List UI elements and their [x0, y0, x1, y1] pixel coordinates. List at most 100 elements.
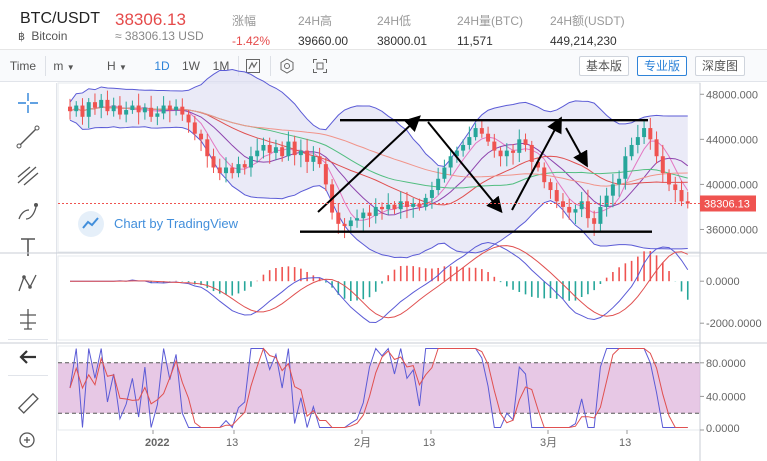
stat-high: 24H高 39660.00 — [298, 12, 348, 48]
candle-body — [548, 182, 553, 191]
candle-body — [311, 156, 316, 162]
indicator-icon[interactable] — [243, 56, 263, 76]
stat-turnover: 24H额(USDT) 449,214,230 — [550, 12, 625, 48]
candle-body — [498, 150, 503, 157]
time-button[interactable]: Time — [9, 59, 37, 73]
brush-icon[interactable] — [14, 197, 42, 225]
pitchfork-icon[interactable] — [14, 161, 42, 189]
candle-body — [286, 141, 291, 157]
view-basic[interactable]: 基本版 — [579, 56, 630, 76]
measure-icon[interactable] — [14, 305, 42, 333]
interval-1d[interactable]: 1D — [154, 59, 170, 73]
symbol-title[interactable]: BTC/USDT — [20, 10, 100, 27]
candle-body — [242, 164, 247, 168]
candle-body — [411, 203, 416, 207]
candle-body — [523, 139, 528, 145]
candle-body — [380, 206, 384, 210]
pattern-icon[interactable] — [14, 269, 42, 297]
candle-body — [592, 218, 597, 224]
candle-body — [404, 201, 409, 207]
chevron-down-icon: ▼ — [66, 63, 75, 72]
candle-body — [479, 128, 484, 134]
stoch-tick-label: 0.0000 — [706, 423, 740, 435]
candle-body — [373, 206, 378, 216]
candle-body — [610, 184, 615, 196]
bollinger-upper — [69, 68, 688, 168]
interval-1m[interactable]: 1M — [212, 59, 230, 73]
last-price-tag — [700, 195, 756, 212]
time-tick-label: 13 — [619, 437, 631, 449]
stat-label: 24H高 — [298, 14, 333, 28]
screenshot-icon[interactable] — [310, 56, 330, 76]
candle-body — [429, 190, 434, 198]
approx-usd: ≈ 38306.13 USD — [115, 29, 204, 43]
settings-icon[interactable] — [277, 56, 297, 76]
hour-dropdown[interactable]: H ▼ — [104, 56, 130, 76]
stat-value: -1.42% — [232, 34, 271, 48]
candle-body — [298, 150, 303, 156]
candle-body — [448, 156, 453, 168]
candle-body — [486, 133, 491, 142]
stoch-tick-label: 80.0000 — [706, 358, 746, 370]
candle-body — [155, 113, 160, 117]
stat-label: 24H低 — [377, 14, 412, 28]
bollinger-bands — [69, 68, 688, 259]
candle-body — [554, 190, 559, 202]
candle-body — [255, 150, 260, 157]
candle-body — [579, 201, 584, 210]
pattern-drawings — [300, 115, 652, 233]
interval-1w[interactable]: 1W — [182, 59, 200, 73]
candle-body — [205, 139, 210, 157]
view-pro[interactable]: 专业版 — [637, 56, 688, 76]
candle-body — [367, 212, 372, 216]
zoom-icon[interactable] — [14, 427, 42, 455]
stoch-rsi-panel — [58, 347, 700, 429]
stat-volume: 24H量(BTC) 11,571 — [457, 12, 523, 48]
price-tick-label: 48000.000 — [706, 89, 758, 101]
view-depth[interactable]: 深度图 — [695, 56, 746, 76]
candle-body — [585, 201, 590, 219]
watermark: Chart by TradingView — [74, 207, 264, 241]
candle-body — [317, 156, 322, 165]
candle-body — [629, 144, 634, 157]
candle-body — [230, 167, 235, 174]
candle-body — [604, 195, 609, 207]
stat-label: 涨幅 — [232, 14, 257, 28]
hour-label: H — [107, 59, 116, 73]
macd-panel — [70, 242, 689, 324]
candle-body — [473, 128, 478, 138]
trend-arrow — [565, 127, 588, 168]
crosshair-icon[interactable] — [14, 89, 42, 117]
price-tick-label: 36000.000 — [706, 224, 758, 236]
candle-body — [105, 99, 110, 112]
minute-dropdown[interactable]: m ▼ — [52, 56, 76, 76]
bitcoin-icon: ฿ — [18, 31, 25, 43]
candle-body — [648, 128, 653, 140]
last-price: 38306.13 — [115, 10, 186, 29]
candle-body — [199, 133, 204, 140]
drawing-toolbar — [0, 83, 57, 461]
tradingview-logo-icon — [78, 211, 104, 237]
ruler-icon[interactable] — [14, 389, 42, 417]
candle-body — [186, 114, 191, 123]
toolbar-divider — [238, 56, 239, 76]
candle-body — [654, 139, 659, 157]
time-tick-label: 3月 — [540, 437, 557, 449]
stat-label: 24H额(USDT) — [550, 14, 625, 28]
time-tick-label: 2月 — [354, 437, 371, 449]
trend-line-icon[interactable] — [14, 123, 42, 151]
candle-body — [136, 105, 141, 113]
candle-body — [386, 204, 391, 210]
chevron-down-icon: ▼ — [119, 63, 127, 72]
candle-body — [355, 218, 360, 221]
stat-value: 449,214,230 — [550, 34, 617, 48]
back-arrow-icon[interactable] — [14, 343, 42, 371]
stoch-k-line — [69, 347, 688, 429]
candle-body — [68, 106, 72, 112]
candle-body — [180, 106, 185, 115]
macd-signal-line — [70, 245, 688, 319]
candle-body — [192, 122, 197, 134]
trend-arrow — [427, 121, 503, 214]
time-tick-label: 13 — [423, 437, 435, 449]
candle-body — [167, 105, 172, 111]
